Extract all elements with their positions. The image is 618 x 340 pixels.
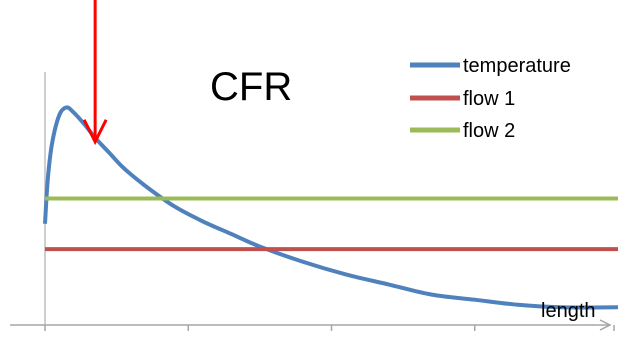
series-layer xyxy=(43,105,618,310)
legend-label-flow-1: flow 1 xyxy=(463,88,515,110)
series-line-temperature xyxy=(43,105,618,310)
arrow-head xyxy=(82,119,108,146)
chart-title: CFR xyxy=(210,65,292,109)
legend: temperature flow 1 flow 2 xyxy=(410,55,571,142)
x-axis-ticks xyxy=(44,325,615,331)
red-arrow-annotation xyxy=(82,0,108,146)
legend-label-temperature: temperature xyxy=(463,55,571,77)
legend-label-flow-2: flow 2 xyxy=(463,120,515,142)
x-axis-label: length xyxy=(541,300,596,322)
